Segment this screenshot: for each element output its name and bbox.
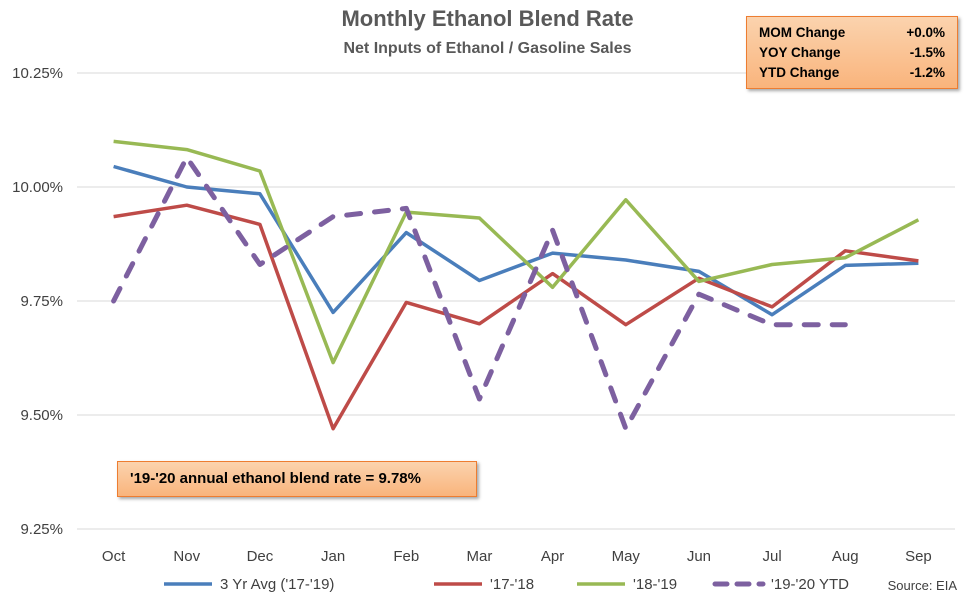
legend-label: '18-'19 xyxy=(633,576,677,593)
x-tick-label: Sep xyxy=(905,548,932,565)
x-tick-label: Jan xyxy=(321,548,345,565)
y-tick-label: 9.75% xyxy=(20,293,63,310)
y-tick-label: 10.00% xyxy=(12,179,63,196)
series-line xyxy=(113,164,919,317)
stat-row-ytd: YTD Change -1.2% xyxy=(759,63,945,83)
change-stats-box: MOM Change +0.0% YOY Change -1.5% YTD Ch… xyxy=(746,16,958,89)
x-axis-ticks: Oct Nov Dec Jan Feb Mar Apr May Jun Jul Aug Sep xyxy=(102,548,932,565)
stat-label: MOM Change xyxy=(759,25,846,40)
chart-subtitle: Net Inputs of Ethanol / Gasoline Sales xyxy=(343,40,632,57)
x-tick-label: Jul xyxy=(762,548,781,565)
x-tick-label: Mar xyxy=(466,548,492,565)
y-axis-ticks: 9.25% 9.50% 9.75% 10.00% 10.25% xyxy=(12,65,63,538)
x-tick-label: Dec xyxy=(247,548,274,565)
x-tick-label: Feb xyxy=(393,548,419,565)
series-line xyxy=(113,203,919,431)
series-line xyxy=(113,139,920,365)
legend: 3 Yr Avg ('17-'19) '17-'18 '18-'19 '19-'20 … xyxy=(164,576,849,593)
y-tick-label: 10.25% xyxy=(12,65,63,82)
y-tick-label: 9.50% xyxy=(20,407,63,424)
stat-value: -1.2% xyxy=(909,65,945,80)
series-lines xyxy=(111,139,920,432)
legend-label: '17-'18 xyxy=(490,576,534,593)
stat-row-yoy: YOY Change -1.5% xyxy=(759,43,945,63)
gridlines xyxy=(77,72,955,530)
stat-value: +0.0% xyxy=(906,25,945,40)
chart-title: Monthly Ethanol Blend Rate xyxy=(341,6,634,31)
stat-row-mom: MOM Change +0.0% xyxy=(759,23,945,43)
x-tick-label: May xyxy=(612,548,641,565)
x-tick-label: Oct xyxy=(102,548,126,565)
legend-label: '19-'20 YTD xyxy=(771,576,849,593)
stat-label: YTD Change xyxy=(759,65,840,80)
x-tick-label: Jun xyxy=(687,548,711,565)
x-tick-label: Aug xyxy=(832,548,859,565)
annual-blend-rate-annotation: '19-'20 annual ethanol blend rate = 9.78… xyxy=(117,461,477,497)
x-tick-label: Nov xyxy=(173,548,200,565)
x-tick-label: Apr xyxy=(541,548,564,565)
source-note: Source: EIA xyxy=(887,578,957,593)
stat-value: -1.5% xyxy=(909,45,945,60)
legend-label: 3 Yr Avg ('17-'19) xyxy=(220,576,334,593)
y-tick-label: 9.25% xyxy=(20,521,63,538)
stat-label: YOY Change xyxy=(759,45,841,60)
series-line xyxy=(111,154,848,432)
